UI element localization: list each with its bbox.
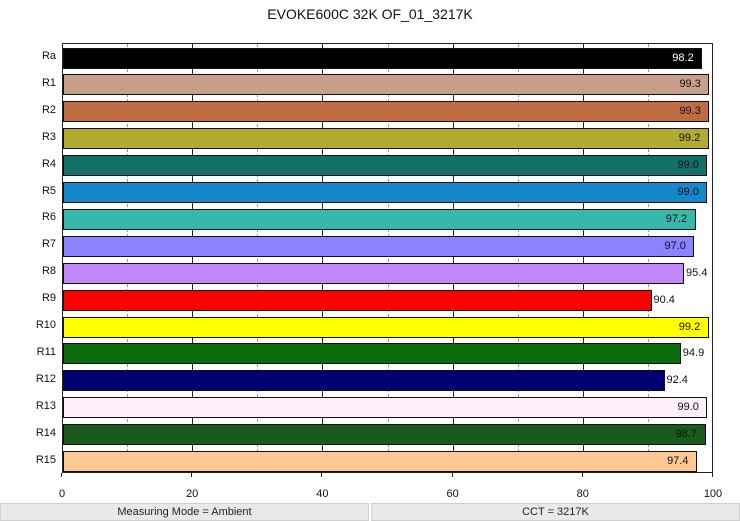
category-label-r9: R9 (41, 292, 56, 305)
value-label-r14: 98.7 (675, 428, 697, 441)
value-label-ra: 98.2 (672, 51, 694, 64)
gridline-major (452, 44, 454, 472)
bar-r5 (63, 182, 708, 203)
cct-text: CCT = 3217K (522, 506, 589, 518)
category-label-r14: R14 (35, 426, 56, 439)
x-tick-label: 0 (58, 488, 66, 500)
gridline-minor (517, 44, 519, 472)
gridline-major (582, 44, 584, 472)
bar-r1 (63, 74, 710, 96)
gridline-major (192, 44, 194, 472)
bar-r13 (63, 397, 708, 419)
bar-r11 (63, 343, 681, 365)
bar-r9 (63, 289, 652, 311)
value-label-r13: 99.0 (677, 401, 699, 414)
chart-title: EVOKE600C 32K OF_01_3217K (267, 6, 473, 22)
x-tick-label: 40 (316, 488, 329, 500)
bar-r2 (63, 101, 710, 123)
measuring-mode-status: Measuring Mode = Ambient (0, 503, 369, 521)
category-label-r1: R1 (41, 76, 56, 89)
category-label-r12: R12 (35, 372, 56, 385)
category-label-r8: R8 (41, 265, 56, 278)
gridline-minor (647, 44, 649, 472)
category-label-r2: R2 (41, 103, 56, 116)
gridline-minor (257, 44, 259, 472)
value-label-r3: 99.2 (678, 132, 701, 145)
value-label-r9: 90.4 (653, 293, 675, 306)
bar-r6 (63, 208, 696, 230)
bar-r3 (63, 128, 709, 150)
x-tick-label: 20 (186, 488, 199, 500)
category-label-r6: R6 (41, 211, 56, 224)
bar-ra (63, 47, 703, 69)
x-tick-mark (191, 473, 193, 477)
category-label-r5: R5 (41, 184, 56, 197)
bar-r7 (63, 235, 695, 257)
value-label-r15: 97.4 (667, 455, 689, 467)
category-label-r7: R7 (41, 238, 56, 251)
value-label-r11: 94.9 (682, 347, 705, 360)
bar-r10 (63, 316, 709, 338)
bar-r14 (63, 424, 706, 446)
x-tick-label: 80 (576, 488, 589, 500)
category-label-r11: R11 (36, 345, 56, 358)
value-label-r1: 99.3 (679, 78, 701, 91)
bar-r8 (63, 262, 685, 284)
x-tick-mark (581, 473, 583, 477)
value-label-r2: 99.3 (679, 105, 701, 118)
measuring-mode-text: Measuring Mode = Ambient (117, 506, 252, 518)
value-label-r4: 99.0 (677, 159, 699, 172)
x-tick-label: 60 (446, 488, 459, 500)
value-label-r5: 99.0 (677, 186, 699, 198)
x-tick-label: 100 (703, 488, 723, 500)
x-tick-mark (712, 473, 713, 477)
category-label-r4: R4 (41, 157, 56, 170)
gridline-major (322, 44, 324, 472)
value-label-r7: 97.0 (664, 239, 686, 252)
value-label-r10: 99.2 (678, 320, 701, 333)
category-label-r13: R13 (35, 399, 56, 412)
value-label-r8: 95.4 (686, 266, 708, 279)
plot-area: 98.2 99.3 99.3 99.2 99.0 99.0 97.2 97.0 95.4 90.4… (62, 43, 713, 473)
value-label-r6: 97.2 (665, 212, 688, 225)
value-label-r12: 92.4 (666, 374, 688, 387)
category-label-r15: R15 (35, 453, 56, 466)
cct-status: CCT = 3217K (371, 503, 740, 521)
category-label-ra: Ra (41, 50, 56, 62)
category-label-r10: R10 (35, 319, 56, 331)
bar-r4 (63, 155, 708, 177)
x-tick-mark (451, 473, 453, 477)
gridline-minor (127, 44, 129, 472)
x-tick-mark (321, 473, 323, 477)
bar-r12 (63, 370, 665, 392)
gridline-minor (387, 44, 389, 472)
bar-r15 (63, 451, 698, 472)
x-tick-mark (61, 473, 62, 477)
category-label-r3: R3 (41, 130, 56, 143)
